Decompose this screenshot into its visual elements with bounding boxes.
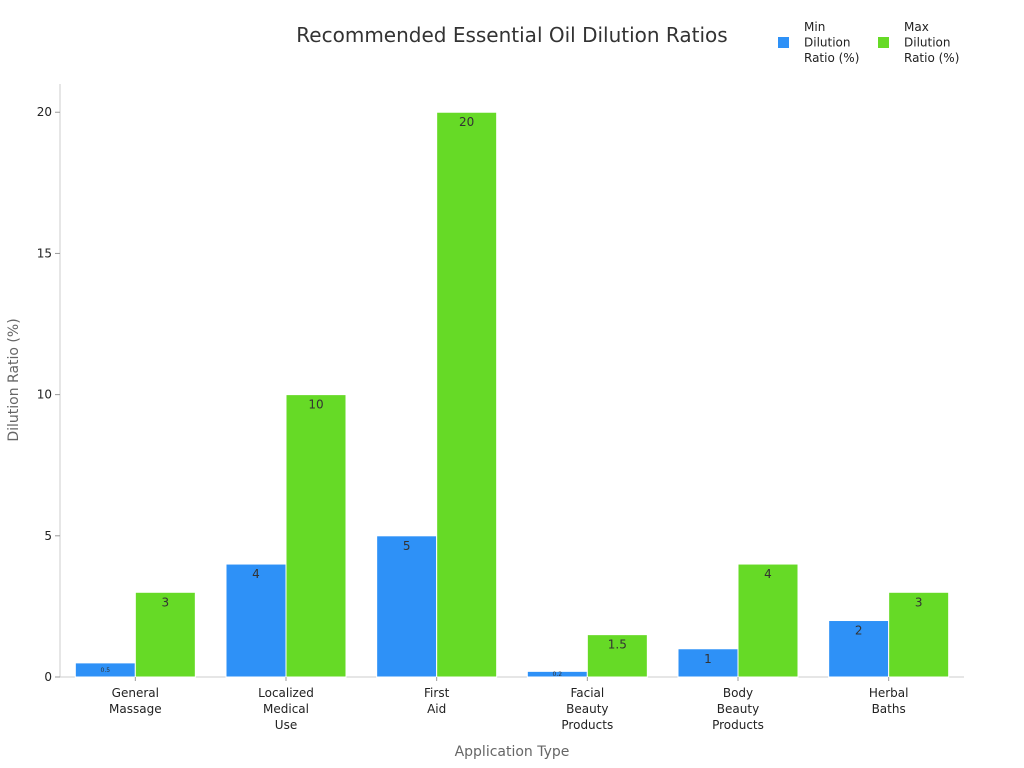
bar (134, 591, 196, 678)
axes (59, 84, 964, 678)
y-tick-label: 15 (37, 246, 52, 260)
legend-label: Min Dilution Ratio (%) (804, 20, 859, 65)
bar (285, 394, 347, 678)
x-ticks: General Massage Localized Medical Use First Ai… (109, 677, 908, 732)
bar (737, 563, 799, 678)
bar-value-label: 1 (704, 652, 712, 666)
x-tick-label: First Aid (424, 686, 450, 716)
bar (586, 634, 648, 678)
bar (677, 648, 739, 678)
bar-value-label: 4 (764, 567, 772, 581)
y-ticks: 0 5 10 15 20 (37, 105, 60, 684)
bar (436, 111, 498, 678)
bar (225, 563, 287, 678)
y-axis-label: Dilution Ratio (%) (6, 318, 22, 441)
legend-swatch (778, 37, 789, 48)
x-tick-label: Body Beauty Products (712, 686, 764, 732)
legend-label: Max Dilution Ratio (%) (904, 20, 959, 65)
bars (74, 111, 950, 678)
bar-value-label: 20 (459, 115, 474, 129)
bar-value-label: 1.5 (608, 638, 627, 652)
chart-title: Recommended Essential Oil Dilution Ratio… (296, 23, 727, 47)
x-tick-label: General Massage (109, 686, 162, 716)
bar-value-label: 4 (252, 567, 260, 581)
x-tick-label: Facial Beauty Products (561, 686, 613, 732)
bar-value-label: 3 (162, 595, 170, 609)
bar-labels: 0.5 3 4 10 5 20 0.2 1.5 1 4 2 3 (101, 115, 923, 678)
bar-value-label: 5 (403, 539, 411, 553)
bar-value-label: 0.2 (553, 671, 563, 678)
bar-value-label: 0.5 (101, 667, 111, 674)
bar-value-label: 3 (915, 595, 923, 609)
y-tick-label: 10 (37, 388, 52, 402)
y-tick-label: 0 (44, 670, 52, 684)
bar-value-label: 10 (308, 398, 323, 412)
x-tick-label: Herbal Baths (869, 686, 909, 716)
x-tick-label: Localized Medical Use (258, 686, 314, 732)
x-axis-label: Application Type (455, 744, 570, 760)
legend-swatch (878, 37, 889, 48)
legend: Min Dilution Ratio (%) Max Dilution Ratio (%) (778, 20, 959, 65)
y-tick-label: 5 (44, 529, 52, 543)
bar (376, 535, 438, 678)
bar (888, 591, 950, 678)
y-tick-label: 20 (37, 105, 52, 119)
bar (828, 620, 890, 678)
bar-value-label: 2 (855, 624, 863, 638)
